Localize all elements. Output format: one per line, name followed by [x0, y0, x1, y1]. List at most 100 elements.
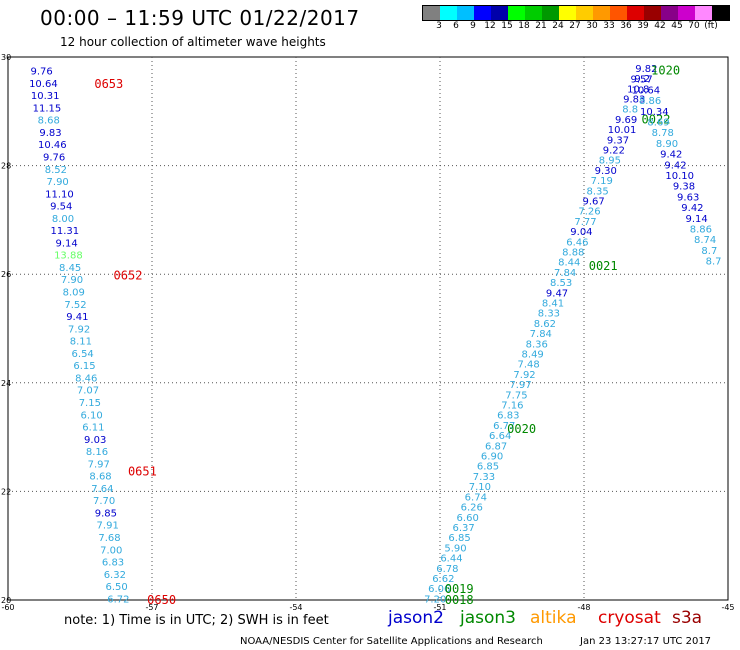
wave-height-value: 8.74	[694, 235, 716, 246]
y-tick-label: 20	[1, 596, 11, 605]
pass-time-label: 0652	[114, 268, 143, 282]
wave-height-value: 7.77	[574, 217, 596, 228]
wave-height-value: 7.19	[591, 176, 613, 187]
wave-height-value: 8.86	[639, 96, 661, 107]
colorbar-label: 33	[603, 21, 615, 31]
wave-height-value: 7.97	[509, 380, 531, 391]
wave-height-value: 8.45	[59, 263, 81, 274]
wave-height-value: 8.69	[647, 118, 669, 129]
wave-height-value: 6.77	[493, 421, 515, 432]
wave-height-value: 9.83	[39, 128, 61, 139]
colorbar-label: 39	[637, 21, 649, 31]
colorbar-labels: 3 6 9 12 15 18 21 24 27 30 33 36 39 42 45 70 (ft)	[422, 21, 728, 33]
wave-height-value: 6.15	[73, 361, 95, 372]
colorbar-cell	[542, 6, 559, 20]
wave-height-value: 6.60	[457, 513, 479, 524]
colorbar-cell	[644, 6, 661, 20]
y-tick-label: 28	[1, 162, 11, 171]
wave-height-value: 9.67	[582, 196, 604, 207]
wave-height-value: 6.11	[82, 423, 104, 434]
colorbar-cell	[491, 6, 508, 20]
wave-height-value: 9.14	[55, 238, 77, 249]
colorbar-label: 24	[552, 21, 564, 31]
colorbar-cell	[678, 6, 695, 20]
legend-item-jason2: jason2	[388, 608, 444, 628]
colorbar-label: 6	[453, 21, 459, 31]
wave-height-value: 8.33	[538, 309, 560, 320]
colorbar-label: 42	[654, 21, 666, 31]
wave-height-value: 7.00	[100, 545, 122, 556]
colorbar-cell	[525, 6, 542, 20]
x-tick-label: -48	[577, 603, 590, 612]
wave-height-value: 9.85	[95, 508, 117, 519]
wave-height-value: 9.04	[570, 227, 592, 238]
pass-time-label: 0019	[445, 582, 474, 596]
y-tick-label: 22	[1, 487, 11, 496]
x-tick-label: -60	[1, 603, 14, 612]
wave-height-value: 6.06	[428, 584, 450, 595]
x-tick-label: -57	[145, 603, 158, 612]
colorbar-label: 15	[501, 21, 513, 31]
colorbar-label: 70	[688, 21, 700, 31]
colorbar-cell	[593, 6, 610, 20]
x-tick-label: -45	[721, 603, 734, 612]
colorbar-cell	[559, 6, 576, 20]
wave-height-value: 6.54	[72, 349, 94, 360]
wave-height-value: 6.83	[497, 411, 519, 422]
colorbar-label: (ft)	[704, 21, 718, 31]
y-tick-label: 26	[1, 270, 11, 279]
wave-height-value: 7.75	[505, 390, 527, 401]
wave-height-value: 13.88	[54, 251, 83, 262]
wave-height-value: 9.47	[546, 288, 568, 299]
pass-time-label: 0020	[507, 422, 536, 436]
wave-height-value: 9.38	[673, 182, 695, 193]
wave-height-value: 10.10	[665, 171, 694, 182]
y-tick-label: 24	[1, 379, 11, 388]
wave-height-value: 9.76	[43, 152, 65, 163]
pass-time-label: 0651	[128, 464, 157, 478]
wave-height-value: 8.16	[86, 447, 108, 458]
colorbar-cell	[712, 6, 729, 20]
wave-height-value: 8.46	[75, 373, 97, 384]
wave-height-value: 7.84	[530, 329, 552, 340]
pass-time-label: 0018	[445, 593, 474, 607]
wave-height-value: 9.37	[607, 135, 629, 146]
wave-height-value: 9.69	[615, 115, 637, 126]
wave-height-value: 9.41	[66, 312, 88, 323]
wave-height-value: 6.83	[102, 558, 124, 569]
wave-height-value: 8.52	[45, 165, 67, 176]
wave-height-value: 6.78	[436, 564, 458, 575]
pass-time-label: 0650	[147, 593, 176, 607]
wave-height-value: 9.83	[623, 94, 645, 105]
colorbar-label: 18	[518, 21, 530, 31]
wave-height-value: 9.2	[634, 74, 650, 85]
wave-height-value: 9.63	[677, 192, 699, 203]
map-subtitle: 12 hour collection of altimeter wave hei…	[60, 35, 326, 49]
wave-height-value: 8.62	[534, 319, 556, 330]
wave-height-value: 9.14	[686, 214, 708, 225]
wave-height-value: 10.64	[632, 85, 661, 96]
wave-height-value: 9.76	[30, 67, 52, 78]
colorbar-label: 12	[484, 21, 496, 31]
wave-height-value: 9.54	[50, 202, 72, 213]
wave-height-value: 7.90	[61, 275, 83, 286]
wave-height-value: 8.95	[599, 156, 621, 167]
wave-height-value: 7.48	[517, 360, 539, 371]
colorbar-label: 36	[620, 21, 632, 31]
footer-timestamp: Jan 23 13:27:17 UTC 2017	[580, 636, 712, 647]
wave-height-value: 11.15	[33, 103, 62, 114]
wave-height-value: 6.74	[465, 492, 487, 503]
wave-height-value: 6.50	[105, 582, 127, 593]
colorbar-cell	[627, 6, 644, 20]
wave-height-value: 10.46	[38, 140, 67, 151]
footer-credit: NOAA/NESDIS Center for Satellite Applica…	[240, 636, 543, 647]
x-tick-label: -54	[289, 603, 302, 612]
legend-item-altika: altika	[530, 608, 577, 628]
wave-height-value: 8.11	[70, 337, 92, 348]
legend-item-cryosat: cryosat	[598, 608, 661, 628]
wave-height-value: 7.20	[424, 594, 446, 605]
wave-height-value: 9.82	[635, 64, 657, 75]
pass-time-label: 0653	[94, 77, 123, 91]
wave-height-value: 7.07	[77, 386, 99, 397]
